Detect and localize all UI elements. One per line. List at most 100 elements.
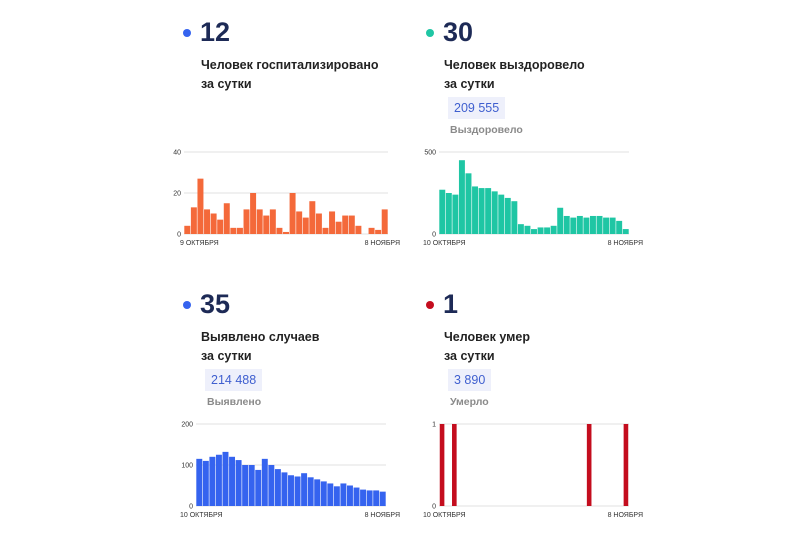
recovered-line2: за сутки xyxy=(444,77,495,91)
bar xyxy=(623,424,629,506)
cases-chart: 0 100 200 10 ОКТЯБРЯ 8 НОЯБРЯ xyxy=(180,422,400,520)
bar xyxy=(360,489,367,506)
bar xyxy=(524,225,531,234)
deaths-dot xyxy=(426,301,434,309)
bar xyxy=(366,490,373,506)
bar xyxy=(465,173,472,234)
bar xyxy=(563,215,570,234)
y-tick-label: 0 xyxy=(432,232,436,239)
bar xyxy=(204,209,211,234)
bar xyxy=(250,193,257,234)
deaths-total: 3 890 xyxy=(448,369,492,391)
bar xyxy=(302,217,309,234)
deaths-description: Человек умер за сутки xyxy=(444,328,644,366)
x-end-label: 8 НОЯБРЯ xyxy=(365,240,400,247)
panel-hospitalized: 12 Человек госпитализировано за сутки 0 2… xyxy=(173,10,420,250)
bar xyxy=(373,490,380,506)
bar xyxy=(196,458,203,506)
bar xyxy=(603,217,610,234)
bar xyxy=(236,227,243,234)
bar xyxy=(184,225,191,234)
bar xyxy=(215,454,222,506)
bar xyxy=(294,476,301,506)
deaths-value: 1 xyxy=(443,289,459,319)
recovered-total-label: Выздоровело xyxy=(450,124,523,136)
bar xyxy=(235,460,242,506)
bar xyxy=(256,209,263,234)
bar xyxy=(586,424,592,506)
deaths-total-label: Умерло xyxy=(450,396,489,408)
bar xyxy=(263,215,270,234)
bar xyxy=(458,160,465,234)
y-tick-label: 0 xyxy=(177,232,181,239)
bar xyxy=(223,203,230,234)
bar xyxy=(274,469,281,506)
bar xyxy=(576,215,583,234)
bar xyxy=(616,220,623,234)
bar xyxy=(491,191,498,234)
bar xyxy=(379,491,386,506)
bar xyxy=(288,475,294,506)
bar xyxy=(315,213,322,234)
bar xyxy=(276,227,283,234)
x-start-label: 10 ОКТЯБРЯ xyxy=(423,512,466,519)
bar xyxy=(197,178,204,234)
cases-description: Выявлено случаев за сутки xyxy=(201,328,401,366)
bar xyxy=(557,207,564,234)
bar xyxy=(335,221,342,234)
deaths-line2: за сутки xyxy=(444,349,495,363)
cases-total: 214 488 xyxy=(205,369,263,391)
bar xyxy=(537,227,544,234)
bar xyxy=(230,227,237,234)
bar xyxy=(583,217,590,234)
bar xyxy=(472,186,479,234)
y-tick-label: 500 xyxy=(424,150,436,157)
bar xyxy=(504,197,511,234)
bar xyxy=(269,209,276,234)
bar xyxy=(589,215,596,234)
bar xyxy=(289,193,296,234)
recovered-description: Человек выздоровело за сутки xyxy=(444,56,644,94)
hospitalized-chart: 0 20 40 9 ОКТЯБРЯ 8 НОЯБРЯ xyxy=(173,150,400,248)
y-tick-label: 0 xyxy=(189,504,193,511)
bar xyxy=(229,456,236,506)
hospitalized-line1: Человек госпитализировано xyxy=(201,58,379,72)
bar xyxy=(314,479,321,506)
hospitalized-value: 12 xyxy=(200,17,231,47)
bar xyxy=(320,481,327,506)
bar xyxy=(622,229,629,234)
bar xyxy=(452,424,457,506)
bar xyxy=(255,469,262,506)
deaths-chart: 0 1 10 ОКТЯБРЯ 8 НОЯБРЯ xyxy=(423,422,643,520)
hospitalized-line2: за сутки xyxy=(201,77,252,91)
bar xyxy=(327,483,334,506)
panel-deaths: 1 Человек умер за сутки 3 890 Умерло 0 1 1… xyxy=(423,282,663,522)
bar xyxy=(452,194,459,234)
bar xyxy=(301,473,308,506)
y-tick-label: 100 xyxy=(181,463,193,470)
bar xyxy=(309,201,316,234)
deaths-line1: Человек умер xyxy=(444,330,530,344)
bar xyxy=(296,211,303,234)
bar xyxy=(283,231,289,234)
bar xyxy=(307,477,314,506)
bar xyxy=(190,207,197,234)
bar xyxy=(517,224,524,234)
panel-cases: 35 Выявлено случаев за сутки 214 488 Выя… xyxy=(180,282,420,522)
bar xyxy=(544,227,551,234)
hospitalized-description: Человек госпитализировано за сутки xyxy=(201,56,401,94)
bar xyxy=(210,213,217,234)
bar xyxy=(375,229,382,234)
recovered-line1: Человек выздоровело xyxy=(444,58,585,72)
bar xyxy=(550,225,557,234)
y-tick-label: 1 xyxy=(432,422,436,429)
bar xyxy=(381,209,388,234)
bar xyxy=(478,188,485,234)
x-start-label: 10 ОКТЯБРЯ xyxy=(180,512,223,519)
cases-value: 35 xyxy=(200,289,231,319)
bar xyxy=(596,215,603,234)
recovered-chart: 0 500 10 ОКТЯБРЯ 8 НОЯБРЯ xyxy=(423,150,643,248)
y-tick-label: 40 xyxy=(173,150,181,157)
bar xyxy=(498,194,505,234)
bar xyxy=(439,424,445,506)
